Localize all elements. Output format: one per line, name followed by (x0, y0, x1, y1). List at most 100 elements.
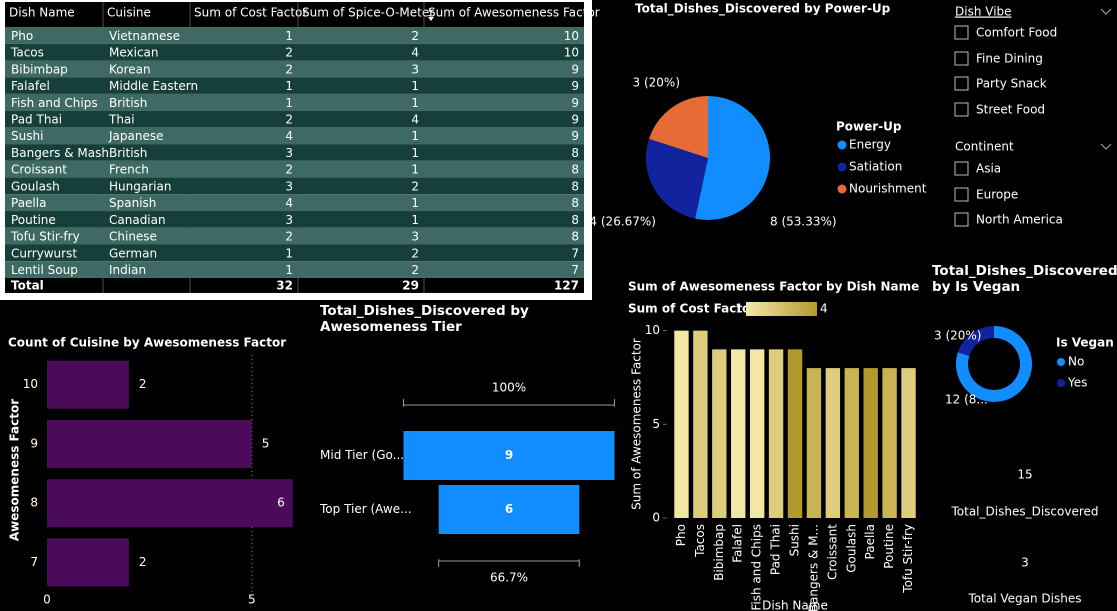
table-cell: 1 (411, 146, 419, 160)
data-label: 3 (20%) (633, 76, 680, 90)
table-cell: British (109, 146, 147, 160)
bar (825, 368, 841, 518)
column-header: Cuisine (107, 6, 151, 20)
legend-gradient (746, 302, 817, 316)
chart-title: Count of Cuisine by Awesomeness Factor (8, 336, 286, 350)
slicer-item[interactable]: Street Food (976, 103, 1045, 117)
checkbox[interactable] (954, 212, 969, 227)
total-cell: 32 (276, 278, 293, 292)
data-label: 8 (53.33%) (770, 215, 837, 229)
x-tick-label: Tacos (693, 524, 707, 558)
table-cell: Sushi (11, 129, 43, 143)
data-label: 6 (505, 502, 513, 516)
column-header: Sum of Spice-O-Meter (302, 6, 434, 20)
slicer-title: Continent (955, 140, 1014, 154)
bar (787, 349, 803, 518)
table-cell: 2 (285, 163, 293, 177)
category-label: Mid Tier (Go... (320, 448, 404, 462)
checkbox[interactable] (954, 187, 969, 202)
pie-slice (695, 96, 770, 220)
bar (863, 368, 878, 518)
table-cell: 9 (571, 113, 579, 127)
table-cell: 1 (285, 263, 293, 277)
y-tick-label: 0 (652, 511, 660, 525)
axis-title: Awesomeness Factor (8, 399, 22, 541)
bar (693, 330, 708, 518)
total-label: Total (11, 278, 44, 292)
x-tick-label: Poutine (882, 524, 896, 569)
y-tick-label: 10 (645, 323, 660, 337)
table-cell: 1 (411, 213, 419, 227)
slicer-item[interactable]: Asia (976, 162, 1001, 176)
slicer-item[interactable]: Comfort Food (976, 26, 1057, 40)
checkbox[interactable] (954, 161, 969, 176)
table-cell: 7 (571, 263, 579, 277)
checkbox[interactable] (954, 25, 969, 40)
table-cell: 2 (285, 113, 293, 127)
legend-label: Nourishment (849, 182, 927, 196)
card-label: Total_Dishes_Discovered (950, 505, 1098, 519)
x-tick-label: Bangers & M... (806, 524, 820, 611)
table-cell: 1 (285, 96, 293, 110)
table-cell: 1 (285, 29, 293, 43)
checkbox[interactable] (954, 102, 969, 117)
data-label: 9 (505, 448, 513, 462)
table-cell: 2 (411, 179, 419, 193)
x-tick-label: Goulash (844, 524, 858, 573)
table-row (5, 93, 584, 111)
slicer-item[interactable]: Europe (976, 188, 1018, 202)
table-row (5, 194, 584, 212)
slicer-item[interactable]: North America (976, 213, 1063, 227)
legend-min: 1 (735, 302, 743, 316)
data-label: 6 (277, 496, 285, 510)
table-cell: 2 (285, 46, 293, 60)
data-label: 12 (8... (945, 393, 988, 407)
data-label: 3 (20%) (934, 329, 981, 343)
legend-marker (837, 162, 847, 172)
checkbox[interactable] (954, 51, 969, 66)
bar (47, 360, 129, 409)
table-cell: Indian (109, 263, 146, 277)
slicer-title: Dish Vibe (955, 5, 1012, 19)
table-cell: Chinese (109, 230, 157, 244)
table-cell: Lentil Soup (11, 263, 78, 277)
table-cell: 3 (285, 179, 293, 193)
table-cell: 9 (571, 129, 579, 143)
table-cell: 8 (571, 213, 579, 227)
pie-slice (645, 138, 708, 219)
table-cell: 3 (285, 213, 293, 227)
table-cell: Thai (108, 113, 135, 127)
slicer-item[interactable]: Fine Dining (976, 52, 1043, 66)
table-cell: Goulash (11, 179, 60, 193)
table-row (5, 110, 584, 128)
bar (901, 368, 916, 518)
y-tick-label: 7 (30, 555, 38, 569)
table-row (5, 177, 584, 195)
x-tick-label: 5 (248, 593, 256, 607)
table-cell: Canadian (109, 213, 166, 227)
axis-title: Dish Name (762, 599, 828, 611)
table-row (5, 227, 584, 245)
checkbox[interactable] (954, 76, 969, 91)
table-cell: Vietnamese (109, 29, 180, 43)
bar (731, 349, 746, 518)
pie-slice (649, 96, 708, 158)
category-label: Top Tier (Awe... (319, 502, 412, 516)
table-cell: 3 (411, 62, 419, 76)
table-cell: 9 (571, 96, 579, 110)
bar (768, 349, 784, 518)
data-label: 2 (139, 377, 147, 391)
table-cell: Falafel (11, 79, 50, 93)
table-cell: 8 (571, 179, 579, 193)
bar (712, 349, 727, 518)
legend-title: Is Vegan (1056, 336, 1114, 350)
table-cell: Tofu Stir-fry (10, 230, 80, 244)
legend-label: No (1068, 355, 1084, 369)
table-cell: Tacos (10, 46, 44, 60)
table-cell: Middle Eastern (109, 79, 198, 93)
table-row (5, 77, 584, 94)
table-cell: Bibimbap (11, 62, 68, 76)
slicer-chevron (1100, 8, 1112, 15)
slicer-item[interactable]: Party Snack (976, 77, 1047, 91)
